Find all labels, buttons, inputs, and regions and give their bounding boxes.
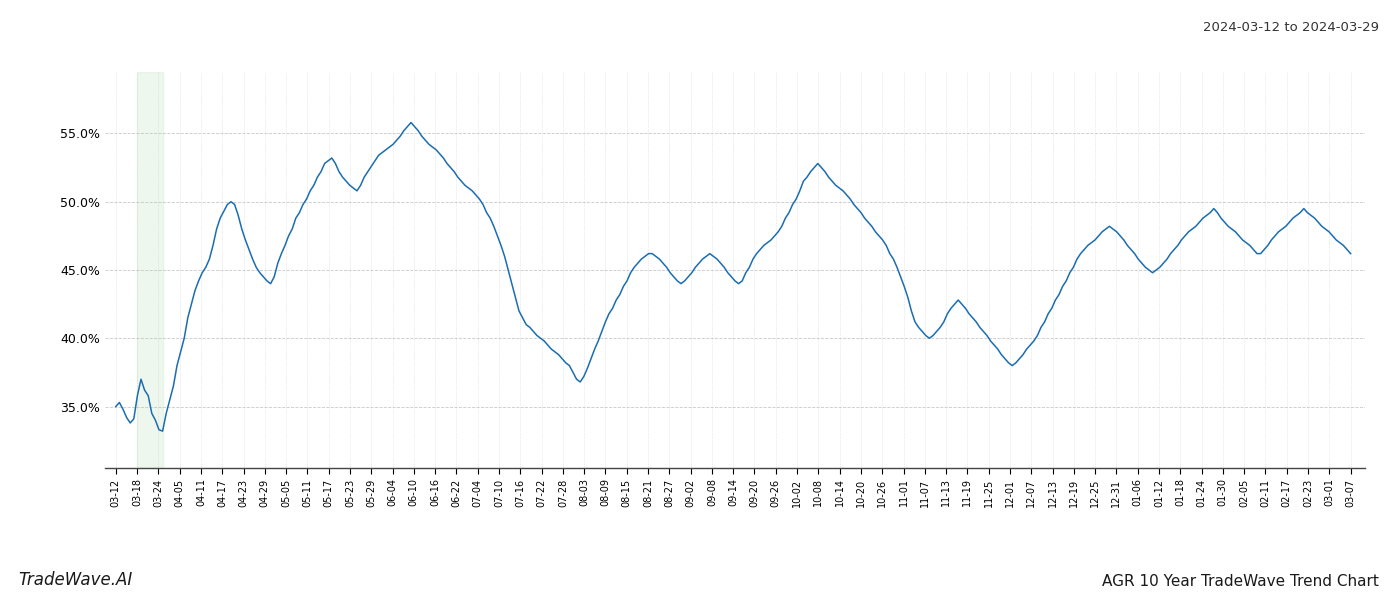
Text: TradeWave.AI: TradeWave.AI xyxy=(18,571,133,589)
Text: 2024-03-12 to 2024-03-29: 2024-03-12 to 2024-03-29 xyxy=(1203,21,1379,34)
Text: AGR 10 Year TradeWave Trend Chart: AGR 10 Year TradeWave Trend Chart xyxy=(1102,574,1379,589)
Bar xyxy=(137,72,162,468)
